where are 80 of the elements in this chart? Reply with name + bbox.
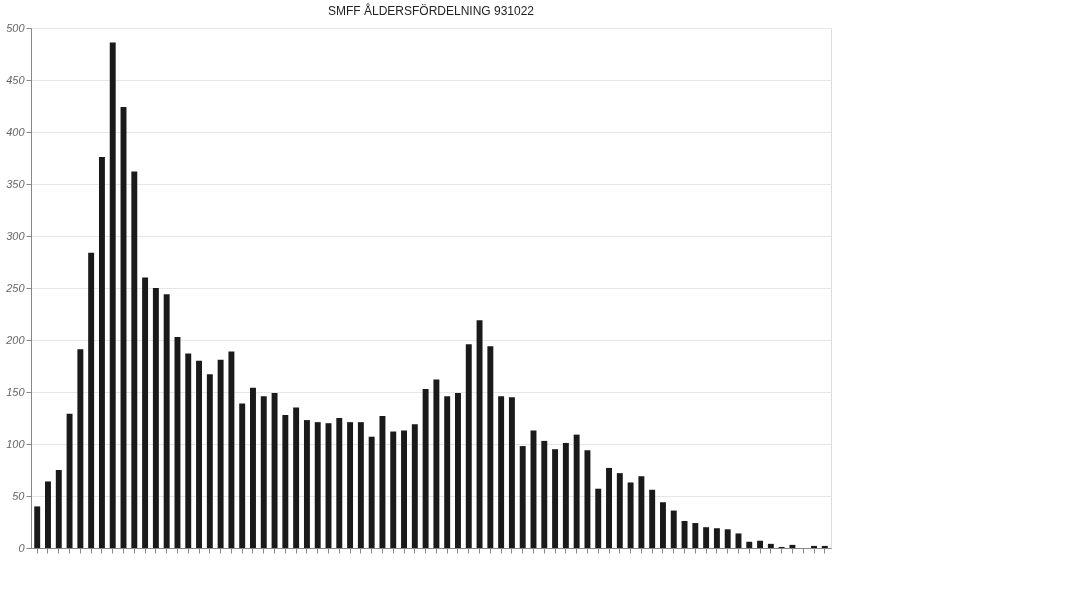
bar	[379, 415, 386, 548]
bar	[660, 502, 666, 548]
bar	[584, 450, 591, 548]
bar	[562, 442, 569, 548]
bar	[433, 379, 440, 548]
y-tick-label: 50	[12, 489, 26, 502]
bar	[519, 446, 526, 548]
bar	[573, 434, 580, 548]
bar	[638, 476, 645, 548]
bar	[821, 545, 828, 548]
bar	[142, 277, 149, 548]
bar	[616, 473, 623, 548]
bar	[347, 422, 354, 548]
bar	[131, 171, 138, 548]
bar	[45, 481, 51, 548]
bar	[260, 396, 267, 548]
bar	[681, 520, 688, 548]
bar	[163, 294, 170, 548]
bar	[789, 544, 796, 548]
bar	[455, 393, 461, 548]
bar	[811, 545, 817, 548]
bar	[174, 336, 181, 548]
bar	[746, 541, 753, 548]
bar	[444, 396, 451, 548]
bar	[282, 414, 289, 548]
y-tick-label: 300	[6, 229, 26, 242]
bar	[627, 482, 634, 548]
bar	[314, 422, 321, 548]
y-tick-label: 500	[6, 21, 26, 34]
bar	[508, 397, 515, 548]
bar	[109, 42, 116, 548]
y-tick-label: 250	[5, 281, 26, 294]
y-tick-label: 400	[6, 125, 26, 138]
bar	[703, 527, 710, 548]
bar	[401, 430, 407, 548]
bar	[541, 440, 548, 548]
chart-title: SMFF ÅLDERSFÖRDELNING 931022	[327, 3, 535, 18]
bar	[88, 252, 95, 548]
bar	[595, 488, 602, 548]
bar	[649, 489, 656, 548]
bar	[713, 528, 720, 548]
bar	[77, 349, 84, 548]
bar	[239, 403, 246, 548]
bar	[422, 388, 429, 548]
bar	[228, 351, 235, 548]
bar	[34, 506, 41, 548]
y-tick-label: 350	[6, 177, 26, 190]
bar	[217, 359, 224, 548]
bar	[303, 420, 310, 548]
y-tick-label: 450	[6, 73, 26, 86]
y-tick-label: 200	[5, 333, 26, 346]
bar	[767, 543, 774, 548]
bar	[552, 449, 559, 548]
bar	[498, 396, 505, 548]
bar	[606, 467, 612, 548]
bar	[55, 470, 62, 548]
bar	[357, 422, 364, 548]
bar	[724, 529, 731, 548]
bar	[670, 510, 677, 548]
bar	[336, 418, 343, 548]
bar	[465, 344, 472, 548]
y-tick-label: 150	[6, 385, 26, 398]
bar	[98, 156, 105, 548]
bar	[66, 413, 73, 548]
bar	[196, 360, 202, 548]
bar	[487, 346, 494, 548]
bar	[411, 424, 418, 548]
y-tick-label: 0	[18, 541, 26, 554]
bar	[185, 353, 192, 548]
bar	[390, 431, 397, 548]
bar	[692, 523, 699, 548]
bar	[368, 436, 375, 548]
bar	[206, 374, 213, 548]
bar	[757, 540, 764, 548]
bar	[271, 393, 278, 548]
bar	[250, 387, 256, 548]
bar	[293, 407, 300, 548]
bar	[476, 320, 483, 548]
bar	[152, 288, 159, 548]
y-tick-label: 100	[6, 437, 26, 450]
